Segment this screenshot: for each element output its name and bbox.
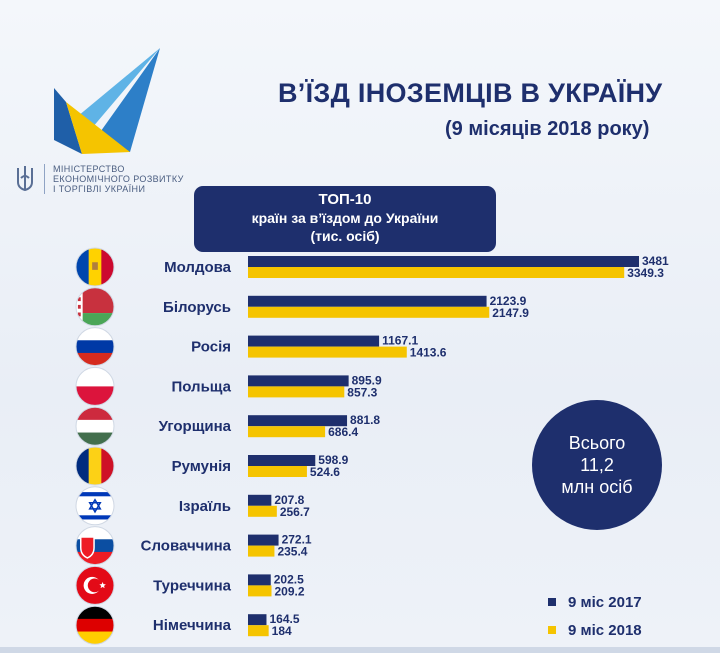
bar-2017: [248, 574, 271, 586]
russia-flag-icon: [76, 327, 114, 366]
turkey-flag-icon: [76, 566, 114, 605]
value-label-2017: 272.1: [282, 533, 312, 547]
bar-2018: [248, 386, 345, 398]
total-label: Всього: [568, 433, 626, 453]
total-circle: Всього 11,2 млн осіб: [532, 400, 662, 530]
legend-label-2017: 9 міс 2017: [568, 593, 642, 611]
bar-2017: [248, 534, 279, 546]
top10-title: ТОП-10: [318, 191, 372, 208]
category-label: Польща: [171, 378, 231, 395]
ministry-line: МІНІСТЕРСТВО: [53, 164, 125, 174]
value-label-2018: 524.6: [310, 465, 340, 479]
ministry-name: МІНІСТЕРСТВО ЕКОНОМІЧНОГО РОЗВИТКУ І ТОР…: [53, 164, 184, 194]
top10-caption: країн за в’їздом до України: [251, 210, 439, 226]
category-label: Туреччина: [153, 577, 232, 594]
value-label-2017: 202.5: [274, 572, 304, 586]
flag-border: [75, 366, 115, 406]
top10-units: (тис. осіб): [310, 228, 380, 244]
bar-2017: [248, 494, 272, 506]
slovakia-flag-icon: [76, 526, 114, 565]
germany-flag-icon: [76, 606, 114, 645]
bar-2018: [248, 585, 272, 597]
value-label-2017: 881.8: [350, 413, 380, 427]
legend-swatch-2018: [548, 626, 556, 634]
ministry-line: ЕКОНОМІЧНОГО РОЗВИТКУ: [53, 174, 184, 184]
bar-2017: [248, 256, 639, 267]
trident-icon: [17, 166, 33, 192]
total-unit: млн осіб: [561, 477, 633, 497]
bar-2018: [248, 306, 490, 318]
category-label: Білорусь: [163, 299, 231, 316]
hungary-flag-icon: [76, 407, 114, 446]
legend-item-2018: 9 міс 2018: [548, 616, 642, 644]
page-title: В’ЇЗД ІНОЗЕМЦІВ В УКРАЇНУ: [278, 78, 663, 108]
flag-border: [75, 406, 115, 446]
value-label-2018: 184: [272, 624, 292, 638]
value-label-2018: 2147.9: [492, 306, 529, 320]
category-label: Молдова: [164, 259, 232, 276]
bar-2018: [248, 426, 326, 438]
value-label-2018: 3349.3: [627, 266, 664, 280]
ministry-line: І ТОРГІВЛІ УКРАЇНИ: [53, 184, 146, 194]
bar-2017: [248, 455, 316, 466]
value-label-2018: 256.7: [280, 505, 310, 519]
page-subtitle: (9 місяців 2018 року): [445, 118, 650, 140]
flag-border: [75, 486, 115, 526]
total-value: 11,2: [580, 455, 614, 475]
flag-border: [75, 605, 115, 645]
bar-2017: [248, 295, 487, 307]
bar-2017: [248, 415, 348, 427]
category-label: Росія: [191, 339, 231, 356]
legend-item-2017: 9 міс 2017: [548, 588, 642, 616]
bar-2018: [248, 346, 407, 358]
chart-legend: 9 міс 2017 9 міс 2018: [548, 588, 642, 644]
ministry-block: МІНІСТЕРСТВО ЕКОНОМІЧНОГО РОЗВИТКУ І ТОР…: [14, 164, 184, 194]
value-label-2017: 2123.9: [490, 294, 527, 308]
poland-flag-icon: [76, 367, 114, 406]
flag-border: [75, 287, 115, 327]
category-label: Словаччина: [141, 538, 232, 555]
romania-flag-icon: [76, 447, 114, 485]
flag-border: [75, 327, 115, 367]
value-label-2018: 1413.6: [410, 346, 447, 360]
bar-2017: [248, 335, 380, 347]
value-label-2017: 598.9: [318, 453, 348, 467]
israel-flag-icon: [76, 486, 114, 525]
value-label-2018: 235.4: [277, 545, 307, 559]
legend-label-2018: 9 міс 2018: [568, 621, 642, 639]
flag-border: [75, 247, 115, 287]
value-label-2017: 164.5: [269, 612, 299, 626]
moldova-flag-icon: [76, 248, 114, 286]
bar-2018: [248, 625, 269, 637]
value-label-2018: 209.2: [274, 584, 304, 598]
bottom-strip: [0, 647, 720, 653]
bar-2017: [248, 614, 267, 626]
legend-swatch-2017: [548, 598, 556, 606]
flag-border: [75, 526, 115, 566]
value-label-2017: 207.8: [274, 493, 304, 507]
category-label: Румунія: [172, 458, 231, 475]
bar-2018: [248, 505, 277, 517]
bar-2018: [248, 466, 307, 477]
category-label: Німеччина: [153, 617, 232, 634]
ministry-separator: [44, 164, 45, 194]
value-label-2018: 857.3: [347, 385, 377, 399]
flag-border: [75, 446, 115, 486]
flag-border: [75, 565, 115, 605]
value-label-2017: 895.9: [352, 373, 382, 387]
value-label-2017: 1167.1: [382, 334, 418, 348]
value-label-2017: 3481: [642, 254, 669, 268]
value-label-2018: 686.4: [328, 425, 358, 439]
ministry-logo-icon: [54, 48, 160, 154]
bar-2018: [248, 545, 275, 557]
top10-box: ТОП-10 країн за в’їздом до України (тис.…: [194, 186, 496, 252]
bar-2018: [248, 267, 625, 278]
category-label: Угорщина: [159, 418, 232, 435]
bar-2017: [248, 375, 349, 387]
category-label: Ізраїль: [179, 498, 231, 515]
